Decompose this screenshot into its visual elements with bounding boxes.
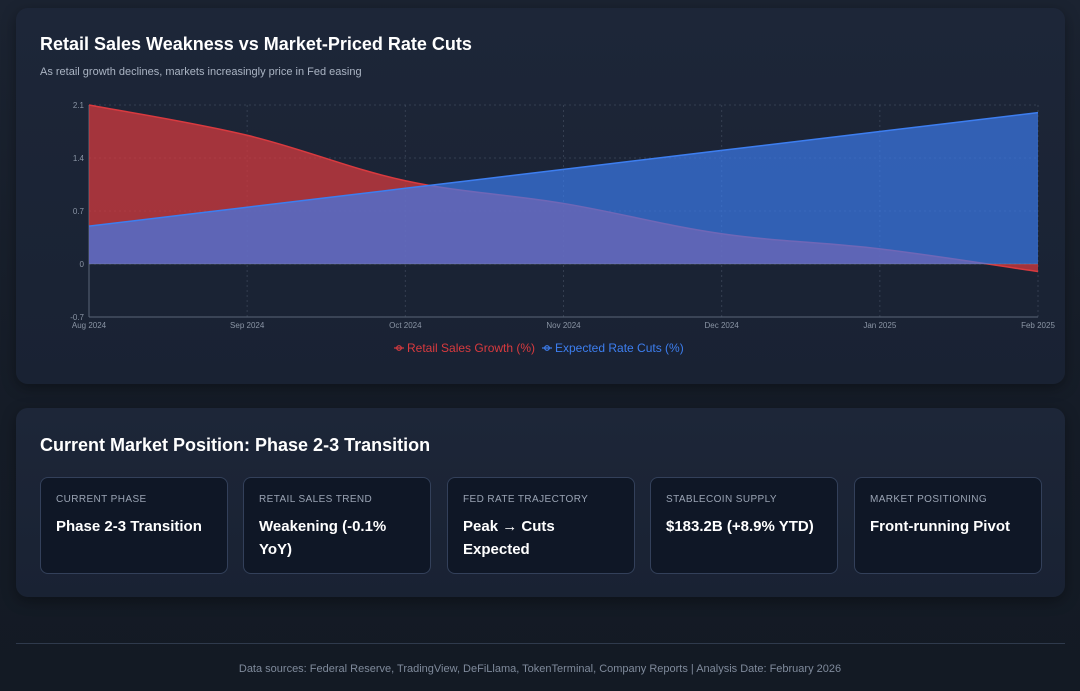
legend-label: Retail Sales Growth (%) <box>407 341 535 355</box>
y-tick-label: 0.7 <box>73 207 85 216</box>
metric-card-retail-sales-trend: RETAIL SALES TREND Weakening (-0.1% YoY) <box>243 477 431 574</box>
chart-title: Retail Sales Weakness vs Market-Priced R… <box>40 34 472 54</box>
metric-card-current-phase: CURRENT PHASE Phase 2-3 Transition <box>40 477 228 574</box>
legend-swatch-marker <box>544 345 550 351</box>
x-tick-label: Dec 2024 <box>705 321 740 330</box>
metric-card-market-positioning: MARKET POSITIONING Front-running Pivot <box>854 477 1042 574</box>
chart-card: Retail Sales Weakness vs Market-Priced R… <box>16 8 1065 384</box>
metric-value: Weakening (-0.1% YoY) <box>259 518 387 558</box>
market-position-card: Current Market Position: Phase 2-3 Trans… <box>16 408 1065 597</box>
metric-value: Peak → Cuts Expected <box>463 518 555 558</box>
x-tick-label: Sep 2024 <box>230 321 265 330</box>
footer-sources: Data sources: Federal Reserve, TradingVi… <box>238 663 842 675</box>
chart-subtitle: As retail growth declines, markets incre… <box>40 66 362 78</box>
metric-label: STABLECOIN SUPPLY <box>666 494 777 505</box>
x-tick-label: Oct 2024 <box>389 321 422 330</box>
series-area-rate-cuts <box>89 112 1038 264</box>
x-tick-label: Feb 2025 <box>1021 321 1055 330</box>
metric-value: Phase 2-3 Transition <box>56 518 202 535</box>
metric-card-fed-rate-trajectory: FED RATE TRAJECTORY Peak → Cuts Expected <box>447 477 635 574</box>
x-tick-label: Jan 2025 <box>863 321 896 330</box>
metric-label: FED RATE TRAJECTORY <box>463 494 589 505</box>
footer-divider <box>16 643 1065 644</box>
x-tick-label: Aug 2024 <box>72 321 107 330</box>
position-title: Current Market Position: Phase 2-3 Trans… <box>40 435 431 455</box>
metric-value: $183.2B (+8.9% YTD) <box>666 518 814 535</box>
y-tick-label: 1.4 <box>73 154 85 163</box>
legend-label: Expected Rate Cuts (%) <box>555 341 684 355</box>
metric-label: CURRENT PHASE <box>56 494 147 505</box>
y-tick-label: 2.1 <box>73 101 85 110</box>
legend-swatch-marker <box>396 345 402 351</box>
y-tick-label: 0 <box>80 260 85 269</box>
y-tick-label: -0.7 <box>70 313 84 322</box>
metric-value: Front-running Pivot <box>870 518 1010 535</box>
metric-label: RETAIL SALES TREND <box>259 494 373 505</box>
x-tick-label: Nov 2024 <box>546 321 581 330</box>
metric-card-stablecoin-supply: STABLECOIN SUPPLY $183.2B (+8.9% YTD) <box>650 477 838 574</box>
metric-label: MARKET POSITIONING <box>870 494 988 505</box>
